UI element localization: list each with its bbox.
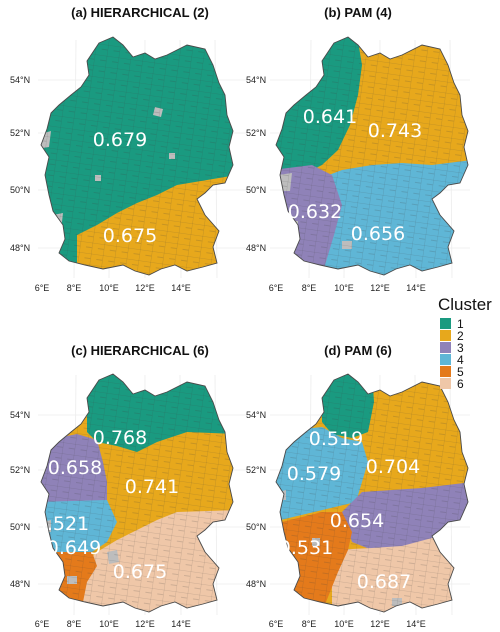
cluster-score: 0.679 [93, 129, 147, 151]
cluster-score: 0.687 [357, 571, 411, 593]
lon-tick: 14°E [406, 283, 426, 293]
panel-d: (d) PAM (6) 0.519 0.579 0.704 0.654 [270, 343, 470, 616]
lon-tick: 14°E [171, 283, 191, 293]
lon-tick: 12°E [370, 283, 390, 293]
lon-tick: 12°E [135, 619, 155, 629]
lon-tick: 12°E [135, 283, 155, 293]
cluster-score: 0.768 [93, 427, 147, 449]
lat-tick: 48°N [10, 579, 30, 589]
cluster-score: 0.654 [330, 510, 384, 532]
cluster-score: 0.632 [288, 201, 342, 223]
legend-label: 5 [457, 365, 464, 379]
lat-tick: 48°N [246, 579, 266, 589]
panel-b: (b) PAM (4) 0.641 0.743 0.632 0.656 [270, 5, 470, 279]
legend-label: 3 [457, 341, 464, 355]
cluster-score: 0.521 [35, 513, 89, 535]
legend-label: 1 [457, 317, 464, 331]
lat-tick: 52°N [246, 128, 266, 138]
lat-tick: 52°N [10, 128, 30, 138]
lon-tick: 6°E [269, 619, 284, 629]
lon-tick: 14°E [406, 619, 426, 629]
cluster-score: 0.675 [113, 561, 167, 583]
lat-tick: 54°N [10, 410, 30, 420]
legend-label: 6 [457, 377, 464, 391]
panel-title: (a) HIERARCHICAL (2) [71, 5, 209, 20]
legend-title: Cluster [438, 295, 492, 314]
lon-tick: 14°E [171, 619, 191, 629]
panel-title: (d) PAM (6) [324, 343, 392, 358]
lon-tick: 10°E [334, 283, 354, 293]
lon-tick: 6°E [35, 283, 50, 293]
lon-tick: 10°E [99, 619, 119, 629]
panel-c: (c) HIERARCHICAL (6) 0.768 0.658 0.741 [35, 343, 250, 616]
lat-tick: 52°N [10, 465, 30, 475]
lon-tick: 8°E [302, 283, 317, 293]
cluster-score: 0.579 [287, 463, 341, 485]
cluster-score: 0.743 [368, 120, 422, 142]
lat-tick: 52°N [246, 465, 266, 475]
map-germany [275, 373, 469, 613]
cluster-score: 0.658 [48, 457, 102, 479]
lat-tick: 54°N [246, 75, 266, 85]
lon-tick: 10°E [99, 283, 119, 293]
lon-tick: 6°E [35, 619, 50, 629]
cluster-score: 0.519 [309, 428, 363, 450]
lon-tick: 10°E [334, 619, 354, 629]
legend-swatch-6 [440, 378, 451, 389]
panel-title: (c) HIERARCHICAL (6) [71, 343, 209, 358]
lat-tick: 48°N [10, 243, 30, 253]
lat-tick: 50°N [246, 185, 266, 195]
legend-label: 2 [457, 329, 464, 343]
lon-tick: 8°E [67, 283, 82, 293]
lat-tick: 50°N [10, 185, 30, 195]
lat-tick: 50°N [246, 522, 266, 532]
panel-title: (b) PAM (4) [324, 5, 392, 20]
legend-label: 4 [457, 353, 464, 367]
lon-tick: 8°E [302, 619, 317, 629]
cluster-score: 0.656 [351, 223, 405, 245]
lat-tick: 50°N [10, 522, 30, 532]
cluster-score: 0.531 [279, 537, 333, 559]
lon-tick: 8°E [67, 619, 82, 629]
cluster-score: 0.741 [125, 476, 179, 498]
lon-tick: 6°E [269, 283, 284, 293]
lat-tick: 48°N [246, 243, 266, 253]
cluster-score: 0.704 [366, 456, 420, 478]
legend-swatch-5 [440, 366, 451, 377]
lon-tick: 12°E [370, 619, 390, 629]
axis-labels: 54°N 52°N 50°N 48°N 54°N 52°N 50°N 48°N … [10, 75, 426, 629]
panel-a: (a) HIERARCHICAL (2) 0.679 0.675 [38, 5, 250, 279]
legend-swatch-3 [440, 342, 451, 353]
legend-swatch-2 [440, 330, 451, 341]
cluster-score: 0.649 [47, 537, 101, 559]
cluster-score: 0.641 [303, 106, 357, 128]
cluster-score: 0.675 [103, 225, 157, 247]
lat-tick: 54°N [10, 75, 30, 85]
legend-swatch-4 [440, 354, 451, 365]
legend-swatch-1 [440, 318, 451, 329]
lat-tick: 54°N [246, 410, 266, 420]
